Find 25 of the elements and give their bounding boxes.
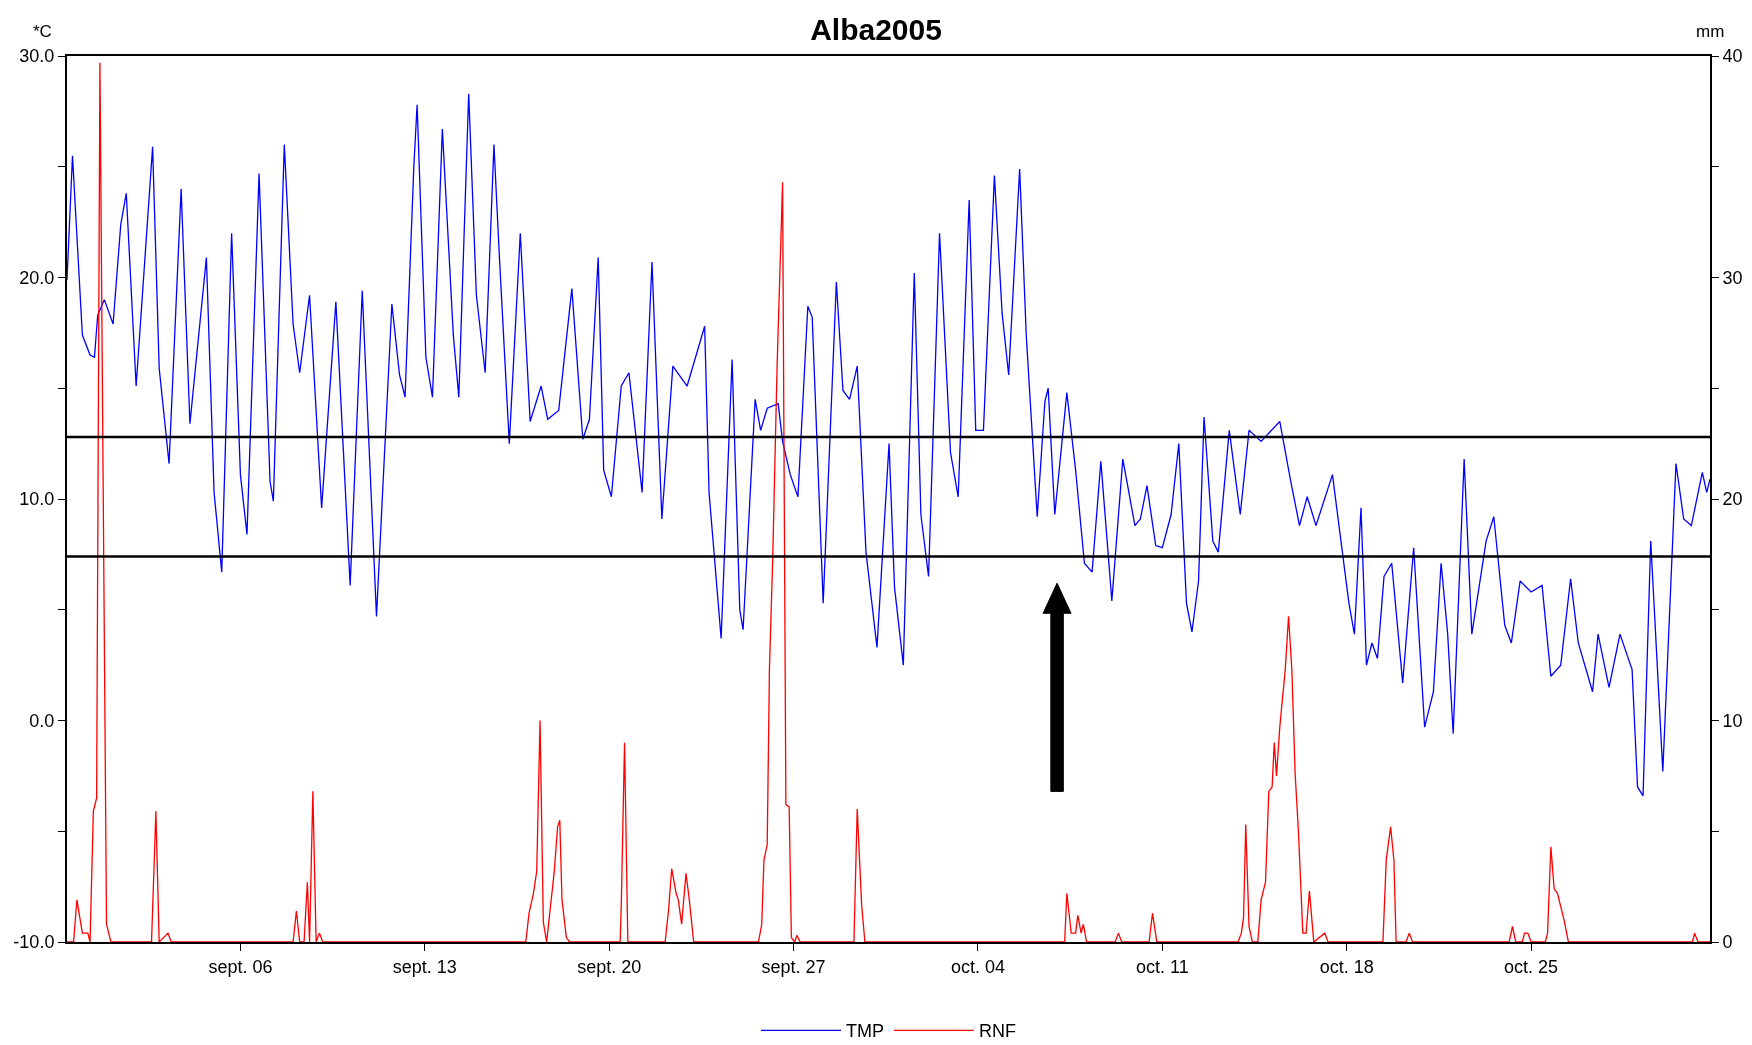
line-series bbox=[67, 61, 1710, 942]
y2-tick-label: 40 bbox=[1722, 46, 1743, 67]
x-tick-label: oct. 11 bbox=[1135, 956, 1189, 977]
x-tick-label: sept. 13 bbox=[392, 956, 457, 977]
y2-tick-label: 10 bbox=[1722, 710, 1743, 731]
y2-tick-label: 30 bbox=[1722, 267, 1743, 288]
x-tick-label: oct. 18 bbox=[1319, 956, 1374, 977]
y-tick-label: 10.0 bbox=[19, 489, 55, 510]
x-tick-label: oct. 04 bbox=[950, 956, 1005, 977]
y-axis-title: *C bbox=[33, 22, 52, 41]
x-tick-label: sept. 27 bbox=[761, 956, 826, 977]
y-tick-label: 20.0 bbox=[19, 267, 55, 288]
line-series bbox=[67, 93, 1710, 797]
y-tick-label: 30.0 bbox=[19, 46, 55, 67]
y-tick-label: 0.0 bbox=[29, 710, 55, 731]
x-tick-label: sept. 06 bbox=[208, 956, 273, 977]
legend-label: RNF bbox=[979, 1021, 1016, 1042]
x-tick-label: sept. 20 bbox=[577, 956, 642, 977]
x-tick-label: oct. 25 bbox=[1504, 956, 1559, 977]
y2-axis-title: mm bbox=[1696, 22, 1725, 41]
y2-tick-label: 20 bbox=[1722, 489, 1743, 510]
legend-label: TMP bbox=[846, 1021, 884, 1042]
y2-tick-label: 0 bbox=[1722, 932, 1733, 953]
chart-title: Alba2005 bbox=[810, 12, 942, 46]
y-tick-label: -10.0 bbox=[13, 932, 55, 953]
